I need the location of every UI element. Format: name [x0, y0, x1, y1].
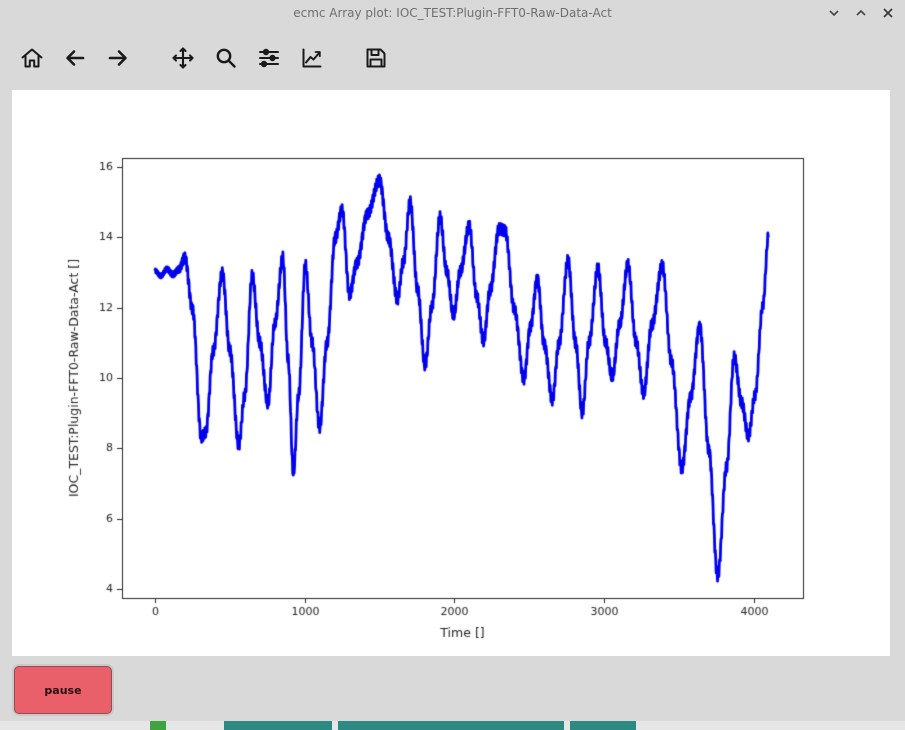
- back-arrow-icon[interactable]: [62, 45, 88, 71]
- close-window-icon[interactable]: [881, 6, 895, 20]
- save-icon[interactable]: [363, 45, 389, 71]
- plot-toolbar: [0, 26, 905, 90]
- taskbar-segment: [150, 721, 166, 730]
- titlebar[interactable]: ecmc Array plot: IOC_TEST:Plugin-FFT0-Ra…: [0, 0, 905, 26]
- maximize-window-icon[interactable]: [854, 6, 868, 20]
- pause-button[interactable]: pause: [14, 666, 112, 714]
- taskbar-strip: [0, 721, 905, 730]
- pan-icon[interactable]: [170, 45, 196, 71]
- plot-canvas[interactable]: [12, 90, 890, 656]
- shade-window-icon[interactable]: [827, 6, 841, 20]
- figure-options-icon[interactable]: [299, 45, 325, 71]
- home-icon[interactable]: [19, 45, 45, 71]
- taskbar-segment: [338, 721, 564, 730]
- window-title: ecmc Array plot: IOC_TEST:Plugin-FFT0-Ra…: [293, 6, 612, 20]
- zoom-icon[interactable]: [213, 45, 239, 71]
- taskbar-segment: [224, 721, 332, 730]
- subplots-sliders-icon[interactable]: [256, 45, 282, 71]
- taskbar-segment: [570, 721, 636, 730]
- forward-arrow-icon[interactable]: [105, 45, 131, 71]
- window-controls: [827, 0, 895, 26]
- figure-area: [12, 90, 890, 656]
